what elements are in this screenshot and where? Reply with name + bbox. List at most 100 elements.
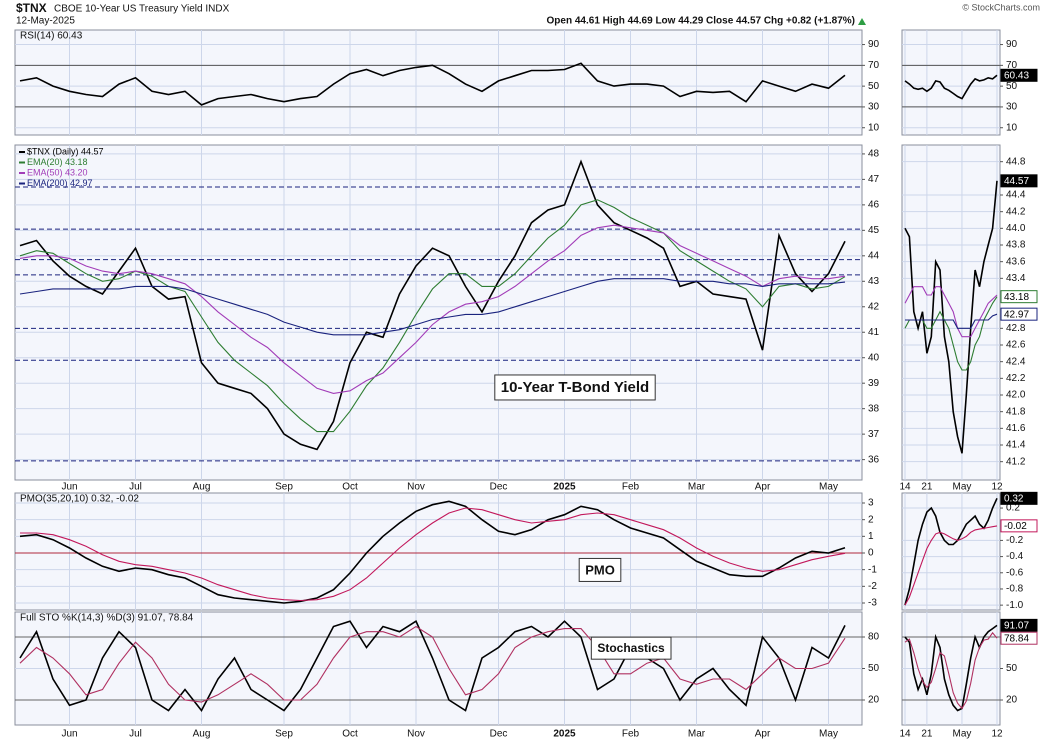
x-tick-label: 21 bbox=[921, 729, 933, 740]
series-line bbox=[905, 313, 998, 329]
y-tick-label: 80 bbox=[868, 632, 880, 643]
y-tick-label: -1.0 bbox=[1006, 600, 1024, 611]
value-flag-label: 60.43 bbox=[1004, 70, 1029, 81]
y-tick-label: -3 bbox=[868, 598, 877, 609]
description: CBOE 10-Year US Treasury Yield INDX bbox=[54, 4, 230, 15]
date: 12-May-2025 bbox=[16, 16, 75, 27]
y-tick-label: 30 bbox=[868, 102, 880, 113]
series-line bbox=[19, 625, 846, 703]
value-flag-label: 43.18 bbox=[1004, 292, 1029, 303]
y-tick-label: 90 bbox=[1006, 39, 1018, 50]
y-tick-label: 42.8 bbox=[1006, 323, 1026, 334]
value-flag bbox=[1000, 491, 1038, 505]
x-tick-label: Jul bbox=[129, 482, 142, 493]
y-tick-label: 50 bbox=[1006, 663, 1018, 674]
x-tick-label: Oct bbox=[342, 482, 358, 493]
series-line bbox=[19, 159, 846, 451]
y-tick-label: 42.0 bbox=[1006, 390, 1026, 401]
series-line bbox=[904, 74, 998, 100]
panel bbox=[14, 29, 863, 136]
y-tick-label: 90 bbox=[868, 39, 880, 50]
x-tick-label: Jul bbox=[129, 729, 142, 740]
value-flag-label: 91.07 bbox=[1004, 621, 1029, 632]
value-flag-label: 42.97 bbox=[1004, 309, 1029, 320]
y-tick-label: -0.8 bbox=[1006, 584, 1024, 595]
x-tick-label: Mar bbox=[688, 729, 706, 740]
value-flag bbox=[1000, 307, 1038, 321]
panel-title: PMO(35,20,10) 0.32, -0.02 bbox=[20, 494, 139, 505]
y-tick-label: 50 bbox=[868, 81, 880, 92]
y-tick-label: 41.2 bbox=[1006, 456, 1026, 467]
series-line bbox=[904, 497, 998, 606]
value-flag-label: -0.02 bbox=[1004, 521, 1027, 532]
x-tick-label: Apr bbox=[755, 482, 771, 493]
value-flag bbox=[1000, 68, 1038, 82]
x-tick-label: 21 bbox=[921, 482, 933, 493]
y-tick-label: 39 bbox=[868, 378, 880, 389]
annotation: 10-Year T-Bond Yield bbox=[501, 379, 649, 396]
x-tick-label: Feb bbox=[622, 729, 640, 740]
x-tick-label: 14 bbox=[899, 482, 911, 493]
annotation-box bbox=[590, 636, 672, 660]
y-tick-label: 50 bbox=[1006, 81, 1018, 92]
x-tick-label: 14 bbox=[899, 729, 911, 740]
panel-title: RSI(14) 60.43 bbox=[20, 31, 83, 42]
y-tick-label: 45 bbox=[868, 225, 880, 236]
y-tick-label: 40 bbox=[868, 352, 880, 363]
y-tick-label: 44.0 bbox=[1006, 223, 1026, 234]
y-tick-label: 44.8 bbox=[1006, 156, 1026, 167]
quote: Open 44.61 High 44.69 Low 44.29 Close 44… bbox=[547, 16, 855, 27]
y-tick-label: 41.4 bbox=[1006, 440, 1026, 451]
x-tick-label: Aug bbox=[193, 729, 211, 740]
panel bbox=[901, 29, 1001, 136]
value-flag-label: 44.57 bbox=[1004, 176, 1029, 187]
annotation-box bbox=[494, 374, 656, 401]
value-flag-label: 78.84 bbox=[1004, 633, 1029, 644]
y-tick-label: 43 bbox=[868, 276, 880, 287]
series-line bbox=[19, 62, 846, 106]
y-tick-label: 43.4 bbox=[1006, 273, 1026, 284]
series-line bbox=[19, 620, 846, 712]
y-tick-label: 44 bbox=[868, 250, 880, 261]
series-line bbox=[904, 286, 998, 338]
x-tick-label: May bbox=[819, 482, 838, 493]
x-tick-label: Jun bbox=[61, 729, 77, 740]
x-tick-label: Nov bbox=[407, 482, 425, 493]
x-tick-label: 12 bbox=[991, 729, 1003, 740]
y-tick-label: 38 bbox=[868, 403, 880, 414]
y-tick-label: 42 bbox=[868, 301, 880, 312]
panel bbox=[14, 492, 863, 611]
x-tick-label: Apr bbox=[755, 729, 771, 740]
y-tick-label: 20 bbox=[868, 695, 880, 706]
panel-title: Full STO %K(14,3) %D(3) 91.07, 78.84 bbox=[20, 613, 194, 624]
y-tick-label: 1 bbox=[868, 531, 874, 542]
y-tick-label: 0 bbox=[868, 548, 874, 559]
y-tick-label: 43.8 bbox=[1006, 240, 1026, 251]
annotation-box bbox=[578, 557, 622, 582]
y-tick-label: 43.6 bbox=[1006, 256, 1026, 267]
x-tick-label: Sep bbox=[275, 729, 293, 740]
x-tick-label: 12 bbox=[991, 482, 1003, 493]
value-flag bbox=[1000, 174, 1038, 188]
series-line bbox=[19, 278, 846, 336]
y-tick-label: 30 bbox=[1006, 102, 1018, 113]
x-tick-label: Mar bbox=[688, 482, 706, 493]
series-line bbox=[20, 507, 846, 602]
value-flag bbox=[1000, 519, 1038, 533]
y-tick-label: 10 bbox=[1006, 122, 1018, 133]
series-line bbox=[904, 525, 998, 606]
y-tick-label: 46 bbox=[868, 200, 880, 211]
y-tick-label: 2 bbox=[868, 514, 874, 525]
x-tick-label: May bbox=[819, 729, 838, 740]
y-tick-label: 37 bbox=[868, 429, 880, 440]
x-tick-label: Aug bbox=[193, 482, 211, 493]
y-tick-label: 50 bbox=[868, 663, 880, 674]
x-tick-label: 2025 bbox=[553, 482, 576, 493]
symbol: $TNX bbox=[16, 1, 47, 15]
y-tick-label: 41.6 bbox=[1006, 423, 1026, 434]
y-tick-label: 36 bbox=[868, 454, 880, 465]
series-line bbox=[19, 199, 846, 433]
y-tick-label: 42.4 bbox=[1006, 356, 1026, 367]
x-tick-label: May bbox=[952, 482, 971, 493]
panel bbox=[901, 492, 1001, 611]
